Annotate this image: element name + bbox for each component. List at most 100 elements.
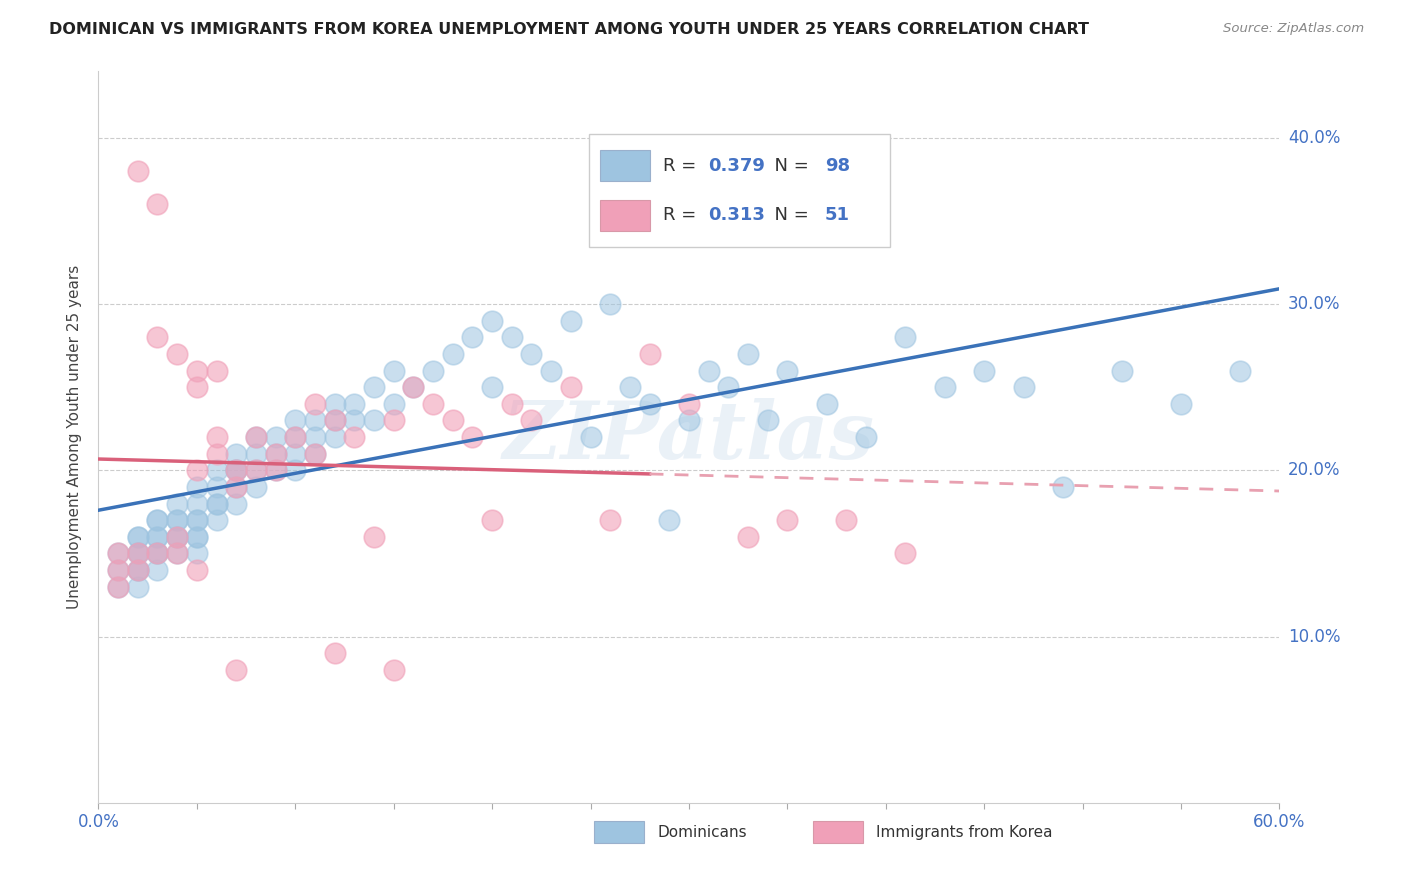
Point bbox=[127, 546, 149, 560]
Point bbox=[284, 413, 307, 427]
Text: N =: N = bbox=[763, 157, 815, 175]
Point bbox=[599, 513, 621, 527]
Point bbox=[304, 447, 326, 461]
Point bbox=[382, 363, 405, 377]
Point bbox=[520, 347, 543, 361]
Point bbox=[284, 463, 307, 477]
Point bbox=[245, 447, 267, 461]
Text: 51: 51 bbox=[825, 206, 849, 225]
Point bbox=[146, 530, 169, 544]
Point bbox=[638, 347, 661, 361]
Point bbox=[245, 430, 267, 444]
Point bbox=[264, 447, 287, 461]
Point bbox=[205, 447, 228, 461]
Text: Immigrants from Korea: Immigrants from Korea bbox=[876, 824, 1052, 839]
Point bbox=[205, 497, 228, 511]
Point bbox=[501, 330, 523, 344]
Point bbox=[934, 380, 956, 394]
Point bbox=[186, 513, 208, 527]
Point bbox=[540, 363, 562, 377]
Point bbox=[225, 497, 247, 511]
Point bbox=[264, 463, 287, 477]
Point bbox=[107, 546, 129, 560]
Point bbox=[619, 214, 641, 228]
Point bbox=[422, 363, 444, 377]
Point bbox=[186, 563, 208, 577]
Text: N =: N = bbox=[763, 206, 815, 225]
Point bbox=[1111, 363, 1133, 377]
Text: R =: R = bbox=[664, 206, 702, 225]
Point bbox=[127, 530, 149, 544]
Point bbox=[225, 463, 247, 477]
Point bbox=[402, 380, 425, 394]
Point bbox=[815, 397, 838, 411]
Point bbox=[343, 413, 366, 427]
Point bbox=[560, 380, 582, 394]
FancyBboxPatch shape bbox=[600, 151, 650, 181]
Point bbox=[107, 580, 129, 594]
Point bbox=[560, 314, 582, 328]
Point bbox=[146, 546, 169, 560]
Point bbox=[245, 430, 267, 444]
Point bbox=[107, 546, 129, 560]
Point bbox=[284, 430, 307, 444]
Point bbox=[205, 497, 228, 511]
Point bbox=[835, 513, 858, 527]
Point bbox=[146, 513, 169, 527]
Point bbox=[1052, 480, 1074, 494]
Point bbox=[402, 380, 425, 394]
Point bbox=[186, 380, 208, 394]
Point bbox=[323, 397, 346, 411]
Point bbox=[146, 563, 169, 577]
Point bbox=[264, 463, 287, 477]
Point bbox=[304, 397, 326, 411]
Point bbox=[323, 646, 346, 660]
Point bbox=[1229, 363, 1251, 377]
FancyBboxPatch shape bbox=[600, 200, 650, 231]
Point bbox=[461, 330, 484, 344]
Point bbox=[323, 413, 346, 427]
Point bbox=[579, 430, 602, 444]
Text: 20.0%: 20.0% bbox=[1288, 461, 1340, 479]
Point bbox=[245, 463, 267, 477]
Point bbox=[127, 563, 149, 577]
Point bbox=[205, 363, 228, 377]
Point bbox=[776, 513, 799, 527]
Text: 98: 98 bbox=[825, 157, 849, 175]
Point bbox=[166, 546, 188, 560]
Point bbox=[186, 530, 208, 544]
Point bbox=[894, 546, 917, 560]
Point bbox=[225, 463, 247, 477]
Text: 0.379: 0.379 bbox=[707, 157, 765, 175]
Point bbox=[146, 197, 169, 211]
Point bbox=[1012, 380, 1035, 394]
Point bbox=[717, 380, 740, 394]
Point bbox=[382, 663, 405, 677]
Point bbox=[146, 546, 169, 560]
Text: ZIPatlas: ZIPatlas bbox=[503, 399, 875, 475]
Point bbox=[520, 413, 543, 427]
Point bbox=[186, 497, 208, 511]
Point bbox=[205, 463, 228, 477]
Point bbox=[973, 363, 995, 377]
Point bbox=[422, 397, 444, 411]
Point bbox=[481, 513, 503, 527]
Point bbox=[304, 447, 326, 461]
Point bbox=[146, 330, 169, 344]
Point bbox=[481, 380, 503, 394]
Point bbox=[186, 480, 208, 494]
Point bbox=[756, 413, 779, 427]
Point bbox=[127, 164, 149, 178]
Point bbox=[225, 480, 247, 494]
Point bbox=[284, 430, 307, 444]
Point bbox=[107, 563, 129, 577]
Point bbox=[205, 480, 228, 494]
Point bbox=[343, 430, 366, 444]
Text: R =: R = bbox=[664, 157, 702, 175]
Point bbox=[166, 513, 188, 527]
Point bbox=[323, 430, 346, 444]
Point bbox=[264, 447, 287, 461]
Point bbox=[225, 663, 247, 677]
Point bbox=[166, 530, 188, 544]
Point bbox=[737, 347, 759, 361]
